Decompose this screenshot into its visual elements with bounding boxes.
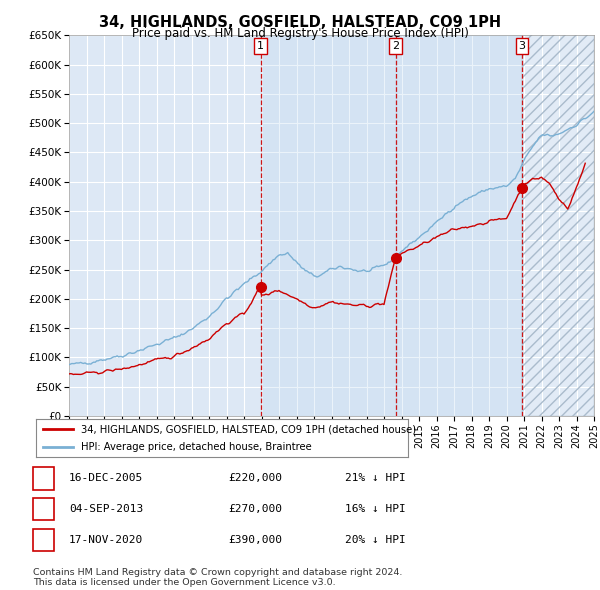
Text: 3: 3 [40,535,47,545]
Text: 1: 1 [257,41,264,51]
Text: 16% ↓ HPI: 16% ↓ HPI [345,504,406,514]
Text: £270,000: £270,000 [228,504,282,514]
Text: 1: 1 [40,474,47,483]
Text: 17-NOV-2020: 17-NOV-2020 [69,535,143,545]
Text: £220,000: £220,000 [228,474,282,483]
Text: 34, HIGHLANDS, GOSFIELD, HALSTEAD, CO9 1PH (detached house): 34, HIGHLANDS, GOSFIELD, HALSTEAD, CO9 1… [80,424,416,434]
Text: 2: 2 [392,41,399,51]
Bar [260,35,396,416]
Text: Contains HM Land Registry data © Crown copyright and database right 2024.
This d: Contains HM Land Registry data © Crown c… [33,568,403,587]
Text: Price paid vs. HM Land Registry's House Price Index (HPI): Price paid vs. HM Land Registry's House … [131,27,469,40]
Text: £390,000: £390,000 [228,535,282,545]
Text: 2: 2 [40,504,47,514]
Text: 20% ↓ HPI: 20% ↓ HPI [345,535,406,545]
Text: 3: 3 [518,41,526,51]
Text: 04-SEP-2013: 04-SEP-2013 [69,504,143,514]
Bar [396,35,522,416]
Text: 34, HIGHLANDS, GOSFIELD, HALSTEAD, CO9 1PH: 34, HIGHLANDS, GOSFIELD, HALSTEAD, CO9 1… [99,15,501,30]
Text: 16-DEC-2005: 16-DEC-2005 [69,474,143,483]
Text: HPI: Average price, detached house, Braintree: HPI: Average price, detached house, Brai… [80,442,311,452]
Text: 21% ↓ HPI: 21% ↓ HPI [345,474,406,483]
